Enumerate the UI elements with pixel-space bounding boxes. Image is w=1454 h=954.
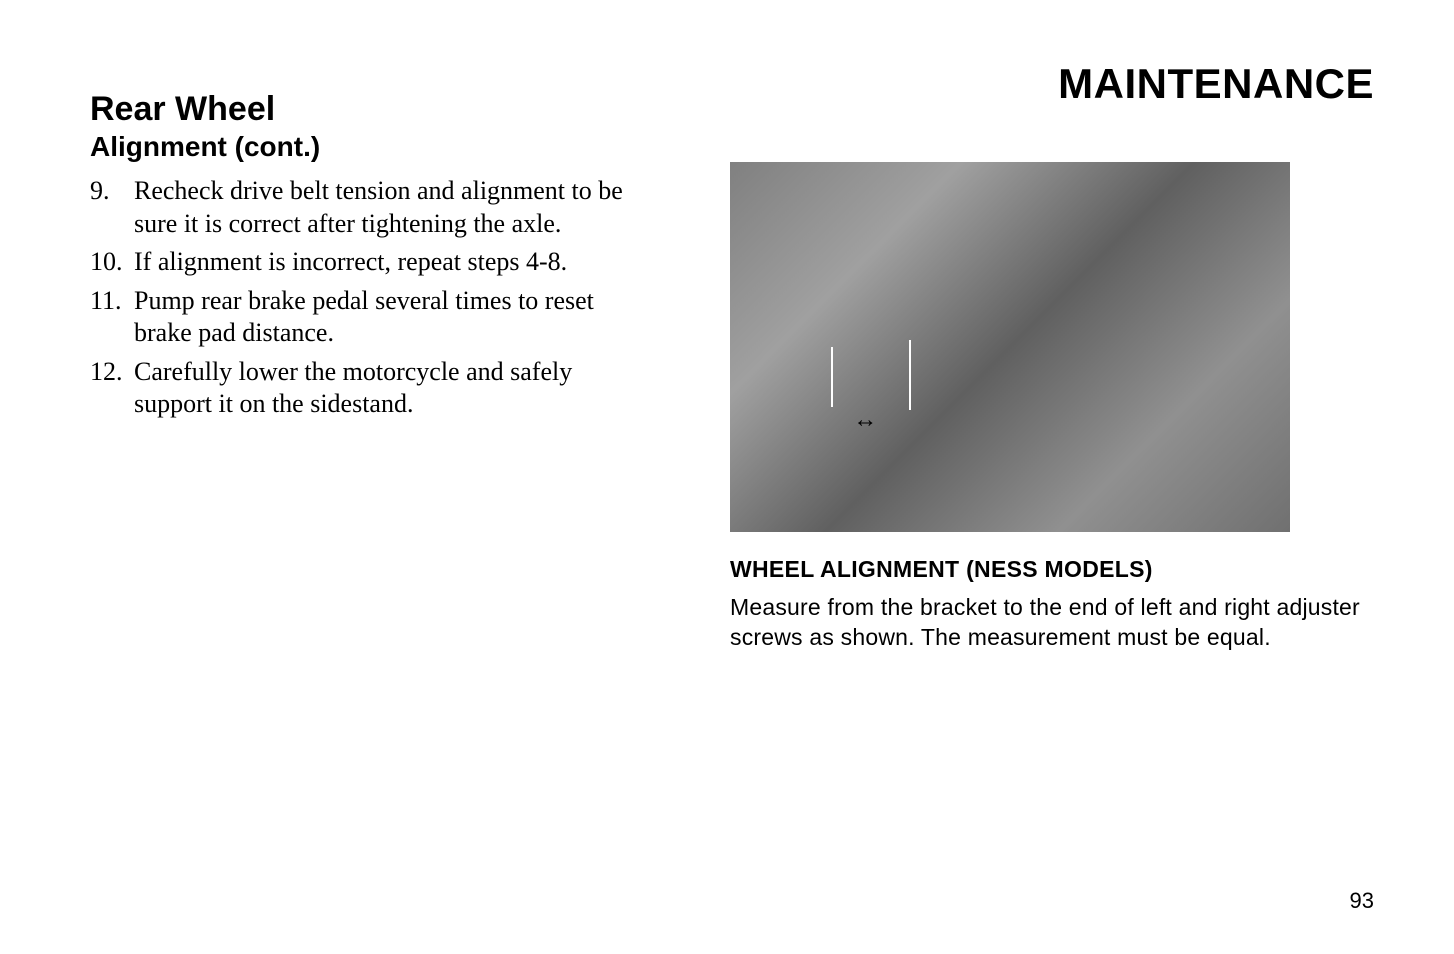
step-item: 11. Pump rear brake pedal several times …	[90, 285, 650, 350]
step-item: 12. Carefully lower the motorcycle and s…	[90, 356, 650, 421]
page-number: 93	[1350, 888, 1374, 914]
section-title: Rear Wheel	[90, 90, 650, 129]
step-text: Carefully lower the motorcycle and safel…	[134, 356, 650, 421]
step-number: 12.	[90, 356, 134, 421]
step-item: 9. Recheck drive belt tension and alignm…	[90, 175, 650, 240]
step-text: If alignment is incorrect, repeat steps …	[134, 246, 650, 279]
right-column: ↔ WHEEL ALIGNMENT (NESS MODELS) Measure …	[730, 90, 1374, 653]
step-number: 9.	[90, 175, 134, 240]
measurement-line-icon	[909, 340, 911, 410]
measurement-line-icon	[831, 347, 833, 407]
step-text: Pump rear brake pedal several times to r…	[134, 285, 650, 350]
subsection-title: Alignment (cont.)	[90, 131, 650, 163]
step-number: 11.	[90, 285, 134, 350]
left-column: Rear Wheel Alignment (cont.) 9. Recheck …	[90, 90, 650, 653]
figure-caption-text: Measure from the bracket to the end of l…	[730, 593, 1374, 653]
step-item: 10. If alignment is incorrect, repeat st…	[90, 246, 650, 279]
step-text: Recheck drive belt tension and alignment…	[134, 175, 650, 240]
content-container: Rear Wheel Alignment (cont.) 9. Recheck …	[90, 90, 1374, 653]
double-arrow-icon: ↔	[853, 406, 877, 434]
step-list: 9. Recheck drive belt tension and alignm…	[90, 175, 650, 421]
figure-caption-title: WHEEL ALIGNMENT (NESS MODELS)	[730, 556, 1374, 583]
wheel-alignment-image: ↔	[730, 162, 1290, 532]
step-number: 10.	[90, 246, 134, 279]
page-header-title: MAINTENANCE	[1058, 60, 1374, 108]
